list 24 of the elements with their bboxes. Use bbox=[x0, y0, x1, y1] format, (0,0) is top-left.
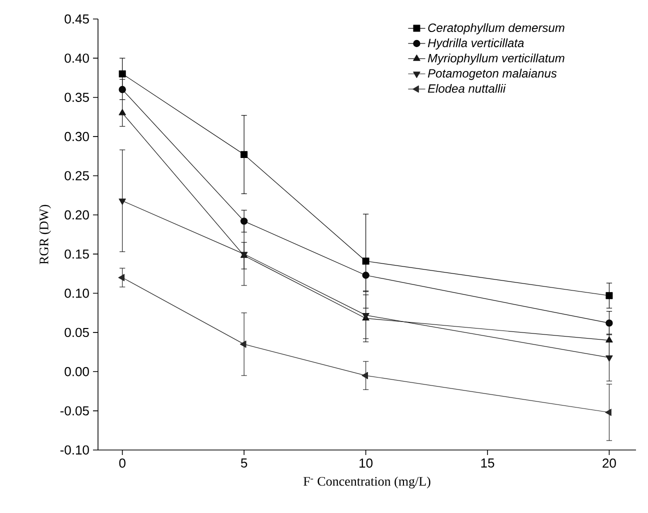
y-tick-label: 0.20 bbox=[64, 210, 89, 220]
x-tick-label: 15 bbox=[481, 458, 494, 468]
x-tick-label: 20 bbox=[602, 458, 616, 468]
y-tick-label: 0.15 bbox=[64, 249, 89, 259]
y-tick-label: 0.00 bbox=[64, 367, 89, 376]
x-tick-label: 5 bbox=[240, 458, 248, 468]
y-tick-label: 0.10 bbox=[64, 288, 89, 298]
y-tick-label: 0.05 bbox=[64, 328, 89, 338]
y-tick-label: 0.35 bbox=[64, 92, 89, 102]
legend-label: Myriophyllum verticillatum bbox=[428, 54, 564, 65]
y-tick-label: 0.30 bbox=[64, 132, 89, 142]
y-tick-label: 0.40 bbox=[64, 54, 89, 63]
y-tick-label: -0.05 bbox=[60, 406, 89, 416]
x-tick-label: 10 bbox=[360, 458, 373, 468]
legend-label: Potamogeton malaianus bbox=[428, 68, 557, 80]
y-tick-label: -0.10 bbox=[60, 445, 89, 455]
legend-label: Elodea nuttallii bbox=[428, 84, 506, 93]
y-tick-label: 0.25 bbox=[64, 171, 89, 180]
x-tick-label: 0 bbox=[119, 458, 126, 468]
y-axis-title: RGR (DW) bbox=[39, 204, 51, 264]
legend-label: Ceratophyllum demersum bbox=[428, 23, 564, 34]
x-axis-title: F$^{-}$ Concentration (mg/L) bbox=[304, 476, 430, 488]
y-tick-label: 0.45 bbox=[64, 14, 89, 24]
legend-label: Hydrilla verticillata bbox=[428, 38, 524, 50]
